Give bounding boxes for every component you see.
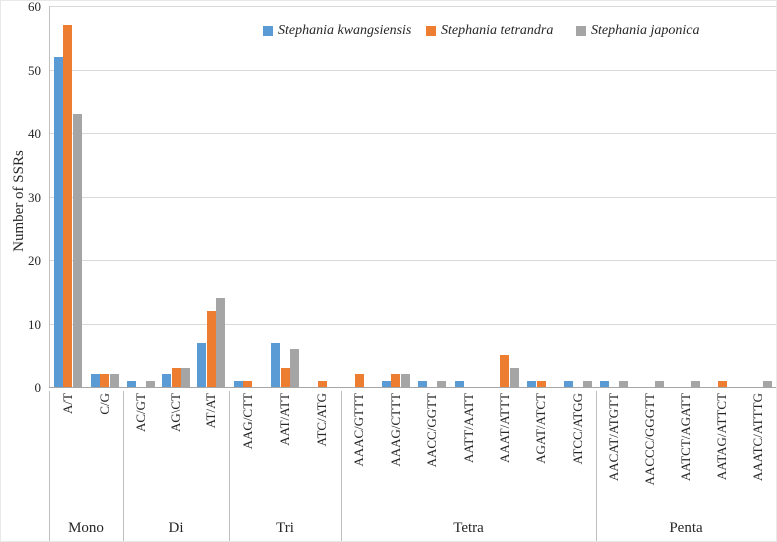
category-label: AT/AT	[203, 393, 219, 429]
bar	[100, 374, 109, 387]
y-tick-label: 50	[28, 62, 41, 78]
group-divider-line	[596, 391, 597, 541]
category-label: AAAT/ATTT	[496, 393, 512, 464]
category-label: AGAT/ATCT	[533, 393, 549, 464]
group-divider-line	[229, 391, 230, 541]
bar	[354, 374, 364, 387]
bar	[600, 380, 609, 387]
category-label: AAAG/CTTT	[387, 393, 403, 467]
legend-label: Stephania tetrandra	[441, 23, 554, 38]
bar	[454, 380, 464, 387]
category-label: AAAC/GTTT	[351, 393, 367, 467]
bar	[126, 380, 136, 387]
bar	[243, 380, 253, 387]
bar	[381, 380, 391, 387]
legend-item: Stephania kwangsiensis	[263, 23, 411, 39]
bar	[233, 380, 243, 387]
bar	[418, 380, 428, 387]
group-divider-line	[341, 391, 342, 541]
category-label: AAT/ATT	[277, 393, 292, 446]
x-axis-line	[49, 387, 776, 388]
category-label: AACC/GGTT	[424, 393, 440, 468]
category-label: AC/GT	[132, 393, 148, 432]
group-label: Di	[168, 520, 184, 536]
bar	[216, 298, 226, 387]
y-tick-label: 10	[28, 316, 41, 332]
gridline	[49, 323, 776, 325]
group-label: Mono	[68, 520, 104, 536]
gridline	[49, 6, 776, 7]
bar	[206, 310, 216, 387]
bar	[655, 380, 664, 387]
bar	[563, 380, 573, 387]
bar	[763, 380, 772, 387]
bar	[63, 25, 72, 387]
bar	[280, 367, 290, 387]
y-tick-label: 40	[28, 126, 41, 141]
bar	[317, 380, 327, 387]
group-label: Penta	[669, 520, 703, 536]
legend-swatch	[576, 26, 586, 36]
bar	[72, 113, 82, 387]
group-label: Tri	[276, 520, 294, 536]
legend-item: Stephania japonica	[576, 23, 700, 39]
bar	[171, 367, 181, 387]
bar	[90, 374, 100, 387]
bar	[582, 380, 592, 387]
gridline	[49, 69, 776, 71]
bar	[619, 380, 628, 387]
legend: Stephania kwangsiensis Stephania tetrandr…	[1, 23, 776, 41]
bar	[509, 367, 519, 387]
y-tick-label: 20	[28, 253, 41, 268]
bar	[391, 374, 401, 387]
legend-swatch	[426, 26, 436, 36]
group-divider-line	[49, 391, 50, 541]
bar	[162, 374, 171, 387]
category-label: A/T	[59, 393, 75, 414]
category-label: AAATC/ATTTG	[750, 393, 765, 482]
bar	[181, 367, 190, 387]
category-label: C/G	[96, 393, 112, 415]
bar	[691, 380, 700, 387]
legend-swatch	[263, 26, 273, 36]
group-divider-line	[123, 391, 124, 541]
gridline	[49, 133, 776, 134]
y-tick-label: 0	[34, 380, 42, 395]
category-label: AATAG/ATTCT	[714, 393, 729, 481]
bar	[400, 374, 410, 387]
category-label: ATC/ATG	[314, 393, 330, 447]
bar	[290, 348, 299, 387]
bar	[145, 380, 155, 387]
bar	[53, 56, 63, 387]
category-label: AATCT/AGATT	[678, 393, 693, 482]
y-tick-label: 30	[28, 189, 41, 205]
bar	[500, 355, 510, 387]
category-label: AAG/CTT	[239, 393, 255, 450]
category-label: ATCC/ATGG	[569, 393, 585, 465]
y-tick-label: 60	[28, 0, 41, 14]
category-label: AACCC/GGGTT	[642, 393, 657, 486]
bar	[717, 380, 727, 387]
category-label: AACAT/ATGTT	[606, 393, 621, 482]
bar	[271, 342, 280, 387]
gridline	[49, 260, 776, 261]
legend-label: Stephania japonica	[591, 23, 700, 38]
group-label: Tetra	[453, 520, 484, 536]
legend-label: Stephania kwangsiensis	[278, 23, 412, 38]
category-label: AG\CT	[168, 393, 183, 432]
bar	[437, 380, 447, 387]
bar	[536, 380, 546, 387]
bar	[197, 342, 207, 387]
legend-item: Stephania tetrandra	[426, 23, 553, 39]
gridline	[49, 196, 776, 198]
category-label: AATT/AATT	[460, 393, 476, 464]
bar	[109, 374, 119, 387]
bar	[527, 380, 537, 387]
y-axis-line	[49, 6, 50, 387]
